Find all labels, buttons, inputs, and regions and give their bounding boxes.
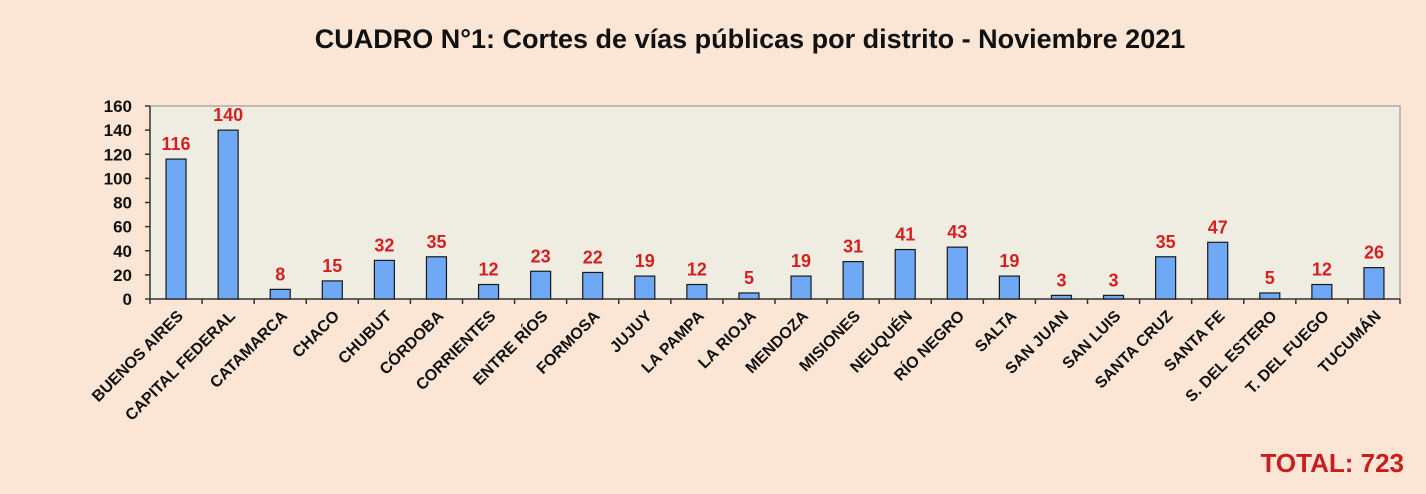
- data-label: 22: [583, 247, 603, 267]
- bar: [530, 270, 552, 300]
- y-tick-label: 20: [113, 266, 132, 285]
- bars-group: [165, 129, 1385, 300]
- bar: [738, 292, 760, 300]
- y-axis: 0 20 40 60 80 100 120 140 160: [104, 97, 151, 309]
- data-label: 19: [791, 251, 811, 271]
- bar: [842, 261, 864, 300]
- data-label: 32: [374, 235, 394, 255]
- data-label: 23: [531, 246, 551, 266]
- data-label: 12: [1312, 260, 1332, 280]
- data-label: 15: [322, 256, 342, 276]
- x-tick-label: JUJUY: [607, 308, 656, 357]
- data-label: 35: [1156, 232, 1176, 252]
- bar: [373, 259, 395, 300]
- y-tick-label: 160: [104, 97, 132, 116]
- data-label: 5: [1265, 268, 1275, 288]
- data-label: 3: [1056, 270, 1066, 290]
- data-label: 140: [213, 105, 243, 125]
- bar: [477, 283, 500, 300]
- bar: [321, 280, 343, 300]
- bar: [686, 283, 708, 300]
- data-label: 19: [999, 251, 1019, 271]
- bar: [790, 275, 812, 300]
- bar: [1102, 294, 1125, 300]
- total-label: TOTAL: 723: [1260, 448, 1404, 478]
- y-tick-label: 120: [104, 145, 132, 164]
- data-label: 26: [1364, 243, 1384, 263]
- data-label: 35: [426, 232, 446, 252]
- bar: [269, 288, 291, 300]
- y-tick-label: 40: [113, 242, 132, 261]
- data-label: 8: [275, 264, 285, 284]
- x-tick-label: BUENOS AIRES: [89, 308, 187, 406]
- data-label: 12: [479, 260, 499, 280]
- bar: [1363, 267, 1385, 300]
- data-label: 116: [162, 134, 191, 154]
- x-tick-label: SALTA: [972, 307, 1020, 355]
- y-tick-label: 100: [104, 169, 132, 188]
- bar: [998, 275, 1020, 300]
- bar: [894, 248, 916, 300]
- data-label: 5: [744, 268, 754, 288]
- y-tick-label: 140: [104, 121, 132, 140]
- y-tick-label: 0: [123, 290, 132, 309]
- bar: [1155, 256, 1177, 300]
- data-label: 47: [1208, 217, 1228, 237]
- data-labels-group: 116 140 8 15 32 35 12 23 22 19 12 5 19 31 41 43 19 3 3 35 47…: [162, 105, 1384, 290]
- data-label: 19: [635, 251, 655, 271]
- y-tick-label: 80: [113, 194, 132, 213]
- bar: [582, 271, 604, 300]
- bar: [165, 158, 187, 300]
- data-label: 3: [1109, 270, 1119, 290]
- x-tick-label: S. DEL ESTERO: [1183, 308, 1281, 406]
- data-label: 41: [895, 225, 915, 245]
- x-tick-label: CHACO: [290, 308, 344, 362]
- data-label: 43: [947, 222, 967, 242]
- bar: [1207, 241, 1229, 300]
- bar: [425, 256, 448, 300]
- data-label: 31: [843, 237, 863, 257]
- bar: [1311, 283, 1333, 300]
- plot-area: [149, 105, 1401, 300]
- chart-title: CUADRO N°1: Cortes de vías públicas por …: [315, 24, 1186, 54]
- bar: [217, 129, 239, 300]
- bar: [1050, 294, 1073, 300]
- data-label: 12: [687, 260, 707, 280]
- bar: [1259, 292, 1281, 300]
- bar: [634, 275, 656, 300]
- bar: [946, 246, 968, 300]
- y-tick-label: 60: [113, 218, 132, 237]
